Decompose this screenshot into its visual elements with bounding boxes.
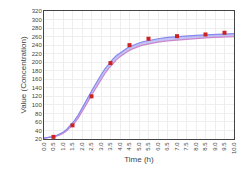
- svg-text:3.0: 3.0: [98, 142, 104, 151]
- svg-text:280: 280: [32, 25, 43, 31]
- svg-text:320: 320: [32, 8, 43, 14]
- svg-text:4.5: 4.5: [126, 142, 132, 151]
- svg-text:Value (Concentration): Value (Concentration): [19, 36, 28, 114]
- svg-text:220: 220: [32, 51, 43, 57]
- svg-text:300: 300: [32, 17, 43, 23]
- svg-text:9.5: 9.5: [221, 142, 227, 151]
- svg-text:2.5: 2.5: [88, 142, 94, 151]
- svg-text:8.0: 8.0: [193, 142, 199, 151]
- svg-text:120: 120: [32, 93, 43, 99]
- svg-text:160: 160: [32, 76, 43, 82]
- svg-text:1.5: 1.5: [69, 142, 75, 151]
- svg-text:3.5: 3.5: [107, 142, 113, 151]
- svg-text:7.0: 7.0: [174, 142, 180, 151]
- svg-text:1.0: 1.0: [60, 142, 66, 151]
- svg-text:6.0: 6.0: [155, 142, 161, 151]
- svg-text:0.0: 0.0: [41, 142, 47, 151]
- svg-text:180: 180: [32, 68, 43, 74]
- svg-text:20: 20: [35, 136, 42, 142]
- svg-text:140: 140: [32, 85, 43, 91]
- svg-text:260: 260: [32, 34, 43, 40]
- svg-text:2.0: 2.0: [79, 142, 85, 151]
- svg-text:40: 40: [35, 128, 42, 134]
- svg-text:80: 80: [35, 111, 42, 117]
- svg-text:60: 60: [35, 119, 42, 125]
- svg-text:0.5: 0.5: [50, 142, 56, 151]
- svg-text:5.0: 5.0: [136, 142, 142, 151]
- svg-text:7.5: 7.5: [183, 142, 189, 151]
- svg-text:200: 200: [32, 59, 43, 65]
- svg-text:240: 240: [32, 42, 43, 48]
- svg-text:100: 100: [32, 102, 43, 108]
- svg-text:9.0: 9.0: [212, 142, 218, 151]
- svg-text:Time (h): Time (h): [124, 155, 154, 164]
- svg-text:8.5: 8.5: [202, 142, 208, 151]
- svg-text:10.0: 10.0: [231, 142, 237, 154]
- svg-text:4.0: 4.0: [117, 142, 123, 151]
- svg-text:6.5: 6.5: [164, 142, 170, 151]
- svg-text:5.5: 5.5: [145, 142, 151, 151]
